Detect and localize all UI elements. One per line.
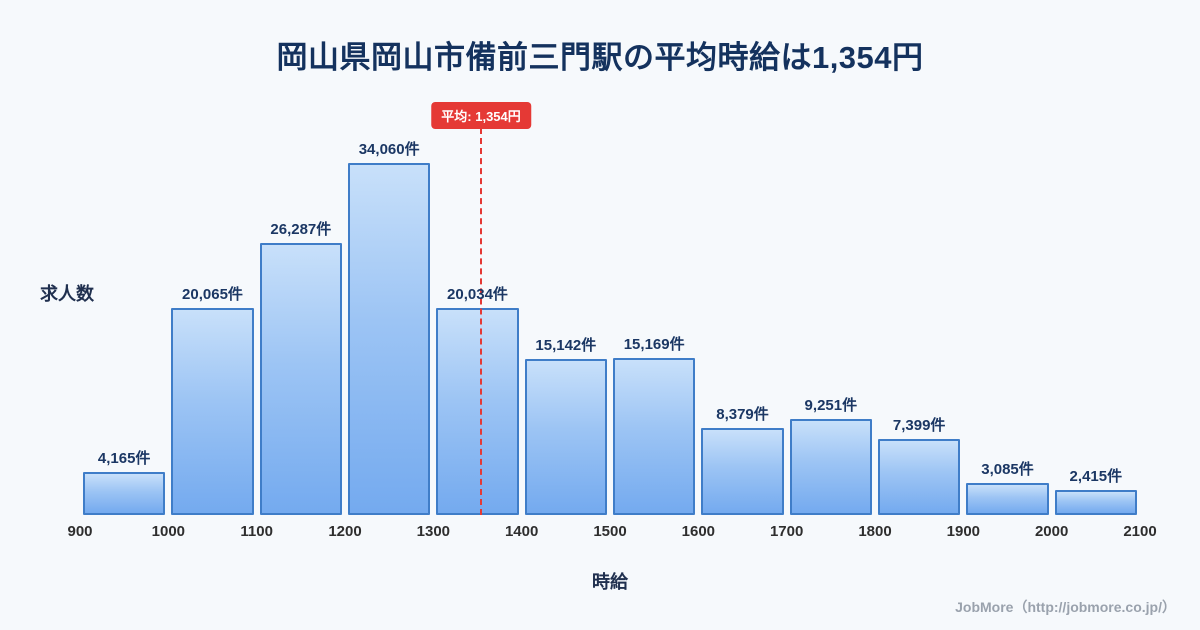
x-tick-label: 1100 xyxy=(240,523,273,540)
x-tick-label: 1800 xyxy=(858,523,892,540)
histogram-bar xyxy=(701,428,784,515)
bar-value-label: 15,142件 xyxy=(535,337,597,354)
average-line xyxy=(480,128,483,515)
x-tick-label: 1900 xyxy=(946,523,981,540)
bar-value-label: 15,169件 xyxy=(623,336,685,353)
x-tick-label: 1400 xyxy=(504,523,539,540)
histogram-bar xyxy=(259,243,342,515)
footer-credit: JobMore（http://jobmore.co.jp/） xyxy=(955,599,1176,615)
histogram-bar xyxy=(613,358,696,515)
x-tick-label: 900 xyxy=(67,523,93,540)
x-tick-label: 1700 xyxy=(769,523,804,540)
x-tick-label: 1600 xyxy=(681,523,716,540)
histogram-bar xyxy=(83,472,166,515)
x-tick-label: 2000 xyxy=(1034,523,1069,540)
histogram-bar xyxy=(878,439,961,515)
bar-value-label: 8,379件 xyxy=(716,406,769,423)
page-title: 岡山県岡山市備前三門駅の平均時給は1,354円 xyxy=(276,40,924,75)
bar-value-label: 3,085件 xyxy=(981,461,1034,478)
plot-area: 平均: 1,354円 4,165件 20,065件 26,287件 34,060件 20… xyxy=(67,100,1157,560)
histogram-bar xyxy=(348,163,431,515)
x-tick-label: 1000 xyxy=(151,523,186,540)
x-axis-label: 時給 xyxy=(592,572,628,592)
histogram-bar xyxy=(789,419,872,515)
x-tick-label: 2100 xyxy=(1123,523,1157,540)
bar-value-label: 7,399件 xyxy=(892,417,946,434)
histogram-bar xyxy=(171,308,254,515)
x-tick-label: 1200 xyxy=(328,523,362,540)
bar-value-label: 9,251件 xyxy=(804,397,858,414)
y-axis-label: 求人数 xyxy=(40,284,94,304)
bar-value-label: 20,065件 xyxy=(182,286,243,303)
histogram-bar xyxy=(436,308,519,515)
histogram-bar xyxy=(1054,490,1137,515)
bar-value-label: 34,060件 xyxy=(358,141,420,158)
bar-value-label: 26,287件 xyxy=(270,221,332,238)
histogram-bar xyxy=(966,483,1049,515)
bar-value-label: 20,034件 xyxy=(447,286,508,303)
bar-value-label: 2,415件 xyxy=(1069,468,1123,485)
histogram-bar xyxy=(524,359,607,515)
bar-value-label: 4,165件 xyxy=(97,450,151,467)
x-tick-label: 1500 xyxy=(593,523,627,540)
x-tick-label: 1300 xyxy=(416,523,451,540)
average-badge: 平均: 1,354円 xyxy=(431,102,531,129)
